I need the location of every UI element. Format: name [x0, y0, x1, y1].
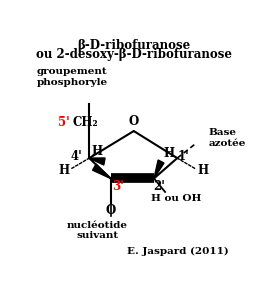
- Text: Base
azotée: Base azotée: [209, 128, 246, 147]
- Text: 2': 2': [153, 180, 165, 193]
- Text: CH₂: CH₂: [72, 116, 98, 129]
- Polygon shape: [89, 158, 105, 165]
- Text: H: H: [91, 145, 102, 158]
- Text: H ou OH: H ou OH: [151, 194, 201, 203]
- Text: nucléotide
suivant: nucléotide suivant: [67, 221, 128, 240]
- Text: ou 2-désoxy-β-D-ribofuranose: ou 2-désoxy-β-D-ribofuranose: [36, 47, 232, 61]
- Text: H: H: [58, 163, 69, 177]
- Text: 1': 1': [178, 151, 189, 163]
- Text: O: O: [105, 205, 116, 217]
- Text: β-D-ribofuranose: β-D-ribofuranose: [77, 39, 190, 52]
- Text: H: H: [163, 147, 174, 160]
- Text: O: O: [129, 115, 139, 128]
- Text: E. Jaspard (2011): E. Jaspard (2011): [127, 247, 229, 256]
- Text: 4': 4': [70, 150, 82, 163]
- Polygon shape: [93, 164, 110, 178]
- Polygon shape: [154, 160, 164, 178]
- Text: 3': 3': [112, 180, 124, 193]
- Text: groupement
phosphoryle: groupement phosphoryle: [37, 67, 108, 87]
- Text: H: H: [197, 164, 208, 177]
- Text: 5': 5': [58, 116, 70, 129]
